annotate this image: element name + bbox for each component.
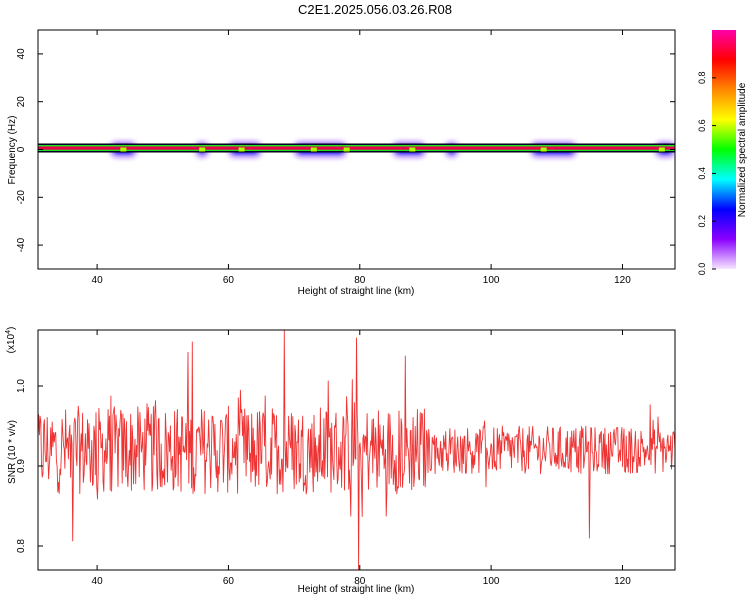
heatmap-y-tick-label: -20 (16, 190, 27, 205)
heatmap-field (38, 139, 675, 160)
colorbar-tick-label: 0.4 (697, 167, 707, 180)
colorbar-tick-label: 0.0 (697, 263, 707, 276)
heatmap-x-tick-label: 60 (223, 275, 235, 286)
band-gap (238, 147, 245, 152)
heatmap-y-label: Frequency (Hz) (7, 116, 18, 185)
heatmap-x-tick-label: 40 (92, 275, 104, 286)
colorbar-tick-label: 0.2 (697, 215, 707, 228)
line-x-tick-label: 60 (223, 576, 235, 587)
figure-title: C2E1.2025.056.03.26.R08 (298, 2, 452, 17)
band-gap (120, 147, 127, 152)
band-gap (310, 147, 317, 152)
line-y-ticks: 1.0 0.9 0.8 (16, 379, 675, 553)
line-x-tick-label: 120 (614, 576, 631, 587)
heatmap-x-label: Height of straight line (km) (298, 286, 415, 297)
line-x-tick-label: 80 (354, 576, 366, 587)
heatmap-x-tick-label: 120 (614, 275, 631, 286)
line-x-tick-label: 40 (92, 576, 104, 587)
colorbar-gradient (712, 30, 736, 269)
band-gap (658, 147, 665, 152)
band-gap (199, 147, 206, 152)
band-gap (343, 147, 350, 152)
heatmap-x-tick-label: 80 (354, 275, 366, 286)
band-core (38, 146, 675, 150)
band-outline-top (38, 143, 675, 145)
heatmap-panel: 40 60 80 100 120 40 20 0 -20 -40 Height of strai… (7, 29, 676, 297)
line-y-tick-label: 1.0 (16, 379, 27, 393)
line-multiplier-exp: 4 (5, 330, 12, 334)
heatmap-x-tick-label: 100 (483, 275, 500, 286)
line-x-label: Height of straight line (km) (298, 584, 415, 595)
colorbar-tick-label: 0.8 (697, 72, 707, 85)
heatmap-y-ticks: 40 20 0 -20 -40 (16, 48, 675, 252)
colorbar-ticks: 0.0 0.2 0.4 0.6 0.8 (697, 72, 716, 276)
line-panel: 40 60 80 100 120 1.0 0.9 0.8 (x104) Height of … (5, 327, 676, 595)
colorbar-tick-label: 0.6 (697, 119, 707, 132)
line-y-tick-label: 0.9 (16, 459, 27, 473)
heatmap-y-tick-label: 40 (16, 48, 27, 60)
colorbar: 0.0 0.2 0.4 0.6 0.8 Normalized spectral ampl… (697, 30, 748, 275)
snr-series-line (38, 330, 675, 570)
line-y-label: SNR (10 * v/v) (7, 420, 18, 484)
band-outline-bottom (38, 151, 675, 153)
heatmap-y-tick-label: -40 (16, 237, 27, 252)
heatmap-y-tick-label: 0 (16, 146, 27, 152)
heatmap-y-tick-label: 20 (16, 96, 27, 108)
line-y-tick-label: 0.8 (16, 539, 27, 553)
colorbar-label: Normalized spectral amplitude (737, 82, 748, 217)
line-x-ticks: 40 60 80 100 120 (92, 330, 631, 587)
heatmap-x-ticks: 40 60 80 100 120 (92, 30, 631, 286)
line-frame (37, 329, 676, 571)
band-gap (409, 147, 416, 152)
band-gap (540, 147, 547, 152)
line-x-tick-label: 100 (483, 576, 500, 587)
line-multiplier: (x104) (5, 327, 17, 354)
bright-gaps (120, 147, 665, 152)
